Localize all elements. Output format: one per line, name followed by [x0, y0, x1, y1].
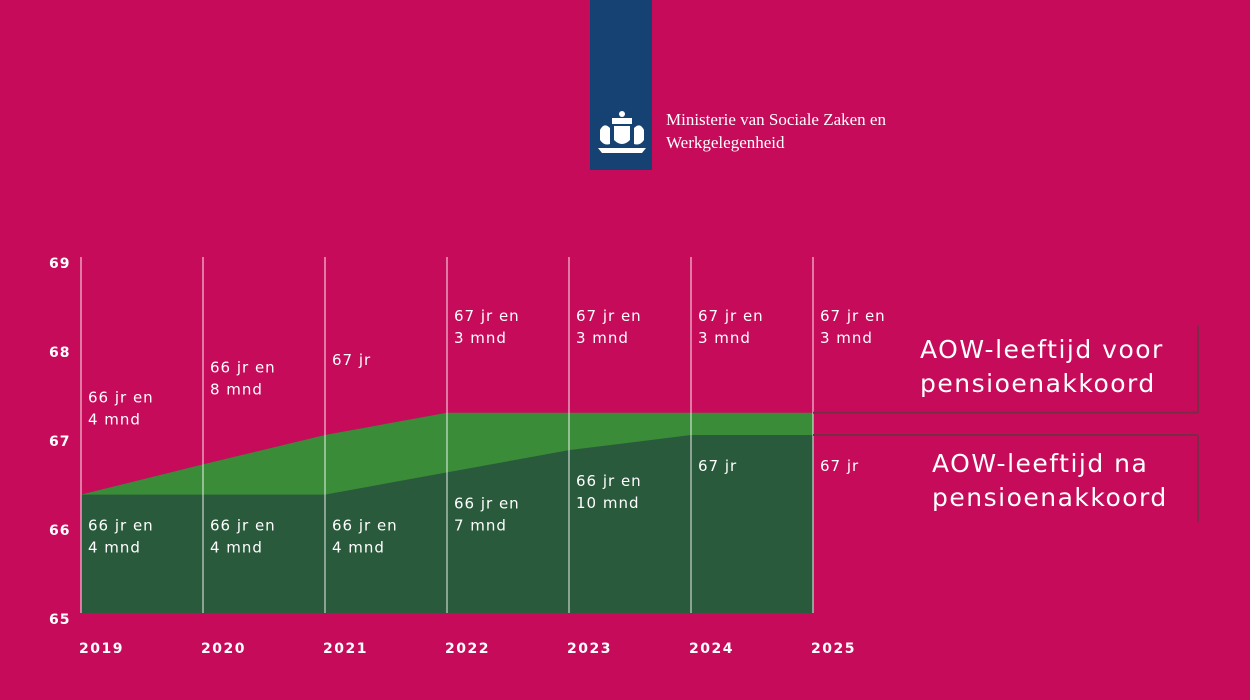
value-label: 8 mnd: [210, 380, 263, 398]
x-tick-label: 2020: [201, 641, 246, 657]
value-label: 3 mnd: [698, 329, 751, 347]
value-label: 66 jr en: [210, 358, 276, 376]
value-label: 67 jr en: [820, 307, 886, 325]
x-tick-label: 2023: [567, 641, 612, 657]
legend-entry: AOW-leeftijd voor pensioenakkoord: [920, 334, 1164, 398]
value-label: 10 mnd: [576, 494, 640, 512]
y-tick-label: 65: [49, 612, 70, 628]
y-tick-label: 67: [49, 434, 70, 450]
emblem: [598, 111, 646, 153]
value-label: 3 mnd: [576, 329, 629, 347]
y-tick-label: 69: [49, 256, 70, 272]
value-label: 3 mnd: [820, 329, 873, 347]
x-tick-label: 2024: [689, 641, 734, 657]
value-label: 3 mnd: [454, 329, 507, 347]
value-label: 67 jr en: [454, 307, 520, 325]
value-label: 66 jr en: [88, 517, 154, 535]
logo-bar: [590, 0, 652, 170]
x-tick-label: 2022: [445, 641, 490, 657]
value-label: 7 mnd: [454, 516, 507, 534]
legend-entry: AOW-leeftijd na pensioenakkoord: [932, 449, 1168, 512]
value-label: 67 jr: [332, 351, 371, 369]
x-tick-label: 2025: [811, 641, 856, 657]
value-label: 66 jr en: [576, 472, 642, 490]
value-label: 4 mnd: [88, 539, 141, 557]
value-label: 67 jr: [820, 457, 859, 475]
ministry-name: Ministerie van Sociale Zaken en Werkgele…: [666, 110, 886, 152]
x-tick-label: 2019: [79, 641, 124, 657]
value-label: 4 mnd: [332, 539, 385, 557]
value-label: 67 jr en: [698, 307, 764, 325]
value-label: 66 jr en: [210, 517, 276, 535]
value-label: 67 jr en: [576, 307, 642, 325]
value-label: 66 jr en: [332, 517, 398, 535]
value-label: 66 jr en: [88, 389, 154, 407]
y-tick-label: 68: [49, 345, 70, 361]
x-tick-label: 2021: [323, 641, 368, 657]
value-label: 4 mnd: [88, 411, 141, 429]
value-label: 67 jr: [698, 457, 737, 475]
value-label: 4 mnd: [210, 539, 263, 557]
y-tick-label: 66: [49, 523, 70, 539]
value-label: 66 jr en: [454, 494, 520, 512]
